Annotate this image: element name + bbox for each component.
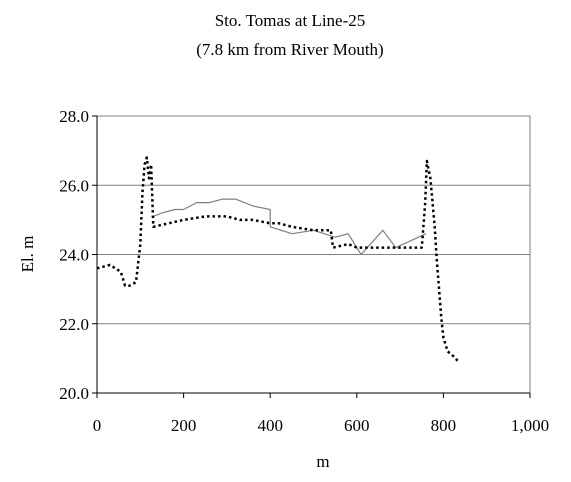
x-tick-label-5: 1,000 <box>511 416 549 435</box>
gridlines <box>97 115 530 394</box>
series-dotted-line <box>96 156 460 363</box>
x-tick-label-3: 600 <box>344 416 370 435</box>
x-tick-label-4: 800 <box>431 416 457 435</box>
x-tick-label-2: 400 <box>257 416 283 435</box>
series-lines <box>96 156 460 363</box>
y-axis-label: El. m <box>18 236 37 273</box>
y-tick-label-0: 20.0 <box>59 384 89 403</box>
y-tick-label-1: 22.0 <box>59 315 89 334</box>
chart-title: Sto. Tomas at Line-25 <box>215 11 366 30</box>
axes <box>92 115 531 398</box>
x-axis-label: m <box>316 452 329 471</box>
y-tick-label-3: 26.0 <box>59 176 89 195</box>
x-tick-label-1: 200 <box>171 416 197 435</box>
series-solid-line <box>153 198 427 256</box>
tick-labels: 20.0 22.0 24.0 26.0 28.0 0 200 400 600 800 1,000 <box>59 107 549 435</box>
chart-subtitle: (7.8 km from River Mouth) <box>196 40 383 59</box>
x-tick-label-0: 0 <box>93 416 102 435</box>
y-tick-label-2: 24.0 <box>59 246 89 265</box>
y-tick-label-4: 28.0 <box>59 107 89 126</box>
